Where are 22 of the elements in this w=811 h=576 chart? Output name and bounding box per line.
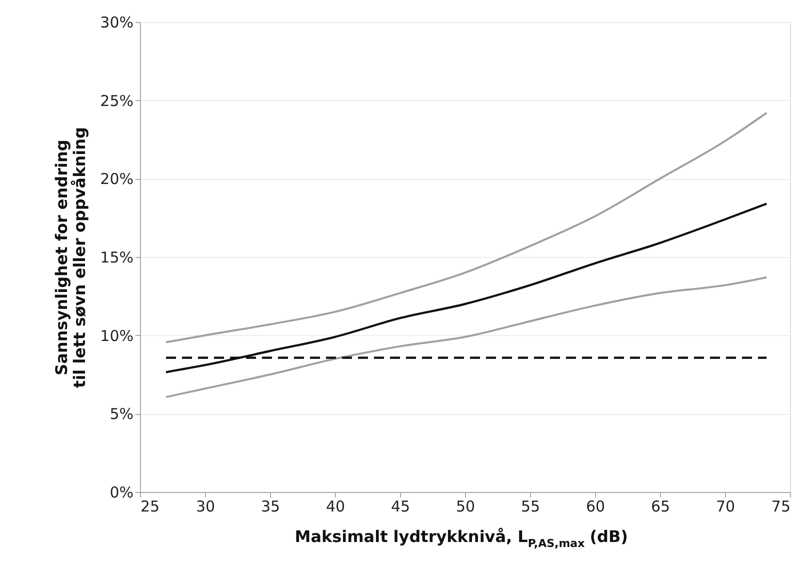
y-tick-label: 0% [110, 484, 134, 502]
y-tick-label: 10% [100, 326, 134, 345]
x-tick-label: 30 [196, 498, 216, 516]
x-tick-label: 40 [326, 498, 346, 516]
y-tick-label: 15% [100, 248, 134, 266]
line-series [164, 202, 768, 374]
y-tick-label: 25% [100, 92, 134, 110]
x-tick-label: 60 [586, 498, 606, 516]
line-series [165, 276, 768, 398]
x-tick-label: 65 [650, 498, 670, 516]
x-tick-label: 75 [771, 498, 790, 516]
x-tick-label: 55 [520, 498, 540, 516]
x-tick-label: 25 [140, 498, 160, 516]
x-tick-label: 50 [456, 498, 476, 516]
x-tick-label: 70 [716, 498, 736, 516]
line-series [165, 112, 768, 344]
x-tick-label: 35 [260, 498, 280, 516]
y-tick-label: 20% [100, 170, 134, 188]
y-tick-label: 5% [110, 405, 134, 424]
y-tick-label: 30% [100, 14, 134, 32]
x-tick-label: 45 [390, 498, 410, 516]
y-axis-title: Sannsynlighet for endring til lett søvn eller oppvåkning [52, 127, 90, 388]
